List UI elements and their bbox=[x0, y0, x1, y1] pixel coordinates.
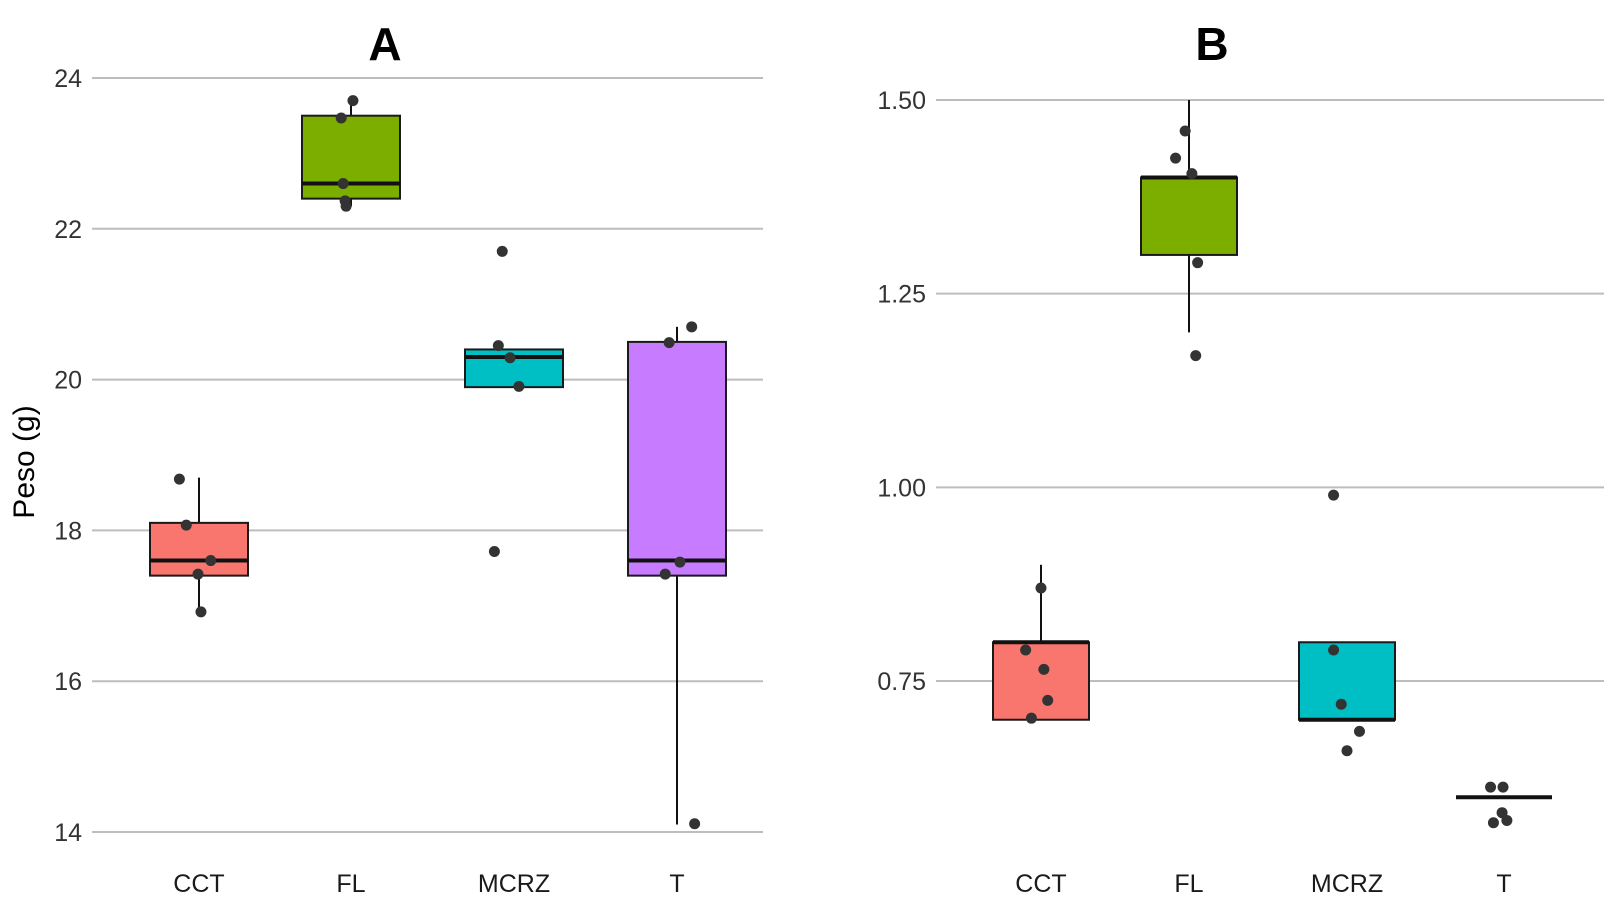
panel-a-mcrz-point bbox=[488, 546, 500, 558]
panel-a-fl-point bbox=[340, 200, 352, 212]
panel-a-y-tick-label: 24 bbox=[54, 65, 82, 93]
panel-b-y-tick-label: 0.75 bbox=[877, 668, 926, 696]
panel-a-t-point bbox=[686, 321, 698, 333]
panel-a-t-point bbox=[674, 556, 686, 568]
panel-b-x-tick-label: CCT bbox=[1015, 870, 1066, 898]
panel-a-t-point bbox=[689, 818, 701, 830]
panel-a-y-axis-label: Peso (g) bbox=[8, 405, 41, 518]
panel-a-mcrz-point bbox=[492, 340, 504, 352]
panel-b-title: B bbox=[1195, 18, 1228, 70]
panel-a-cct-point bbox=[180, 519, 192, 531]
panel-b-x-tick-label: T bbox=[1496, 870, 1511, 898]
panel-b-x-tick-label: FL bbox=[1174, 870, 1203, 898]
panel-b-y-tick-label: 1.50 bbox=[877, 87, 926, 115]
panel-b-x-tick-label: MCRZ bbox=[1311, 870, 1383, 898]
panel-b-mcrz-point bbox=[1328, 489, 1340, 501]
panel-b-fl-point bbox=[1170, 152, 1182, 164]
panel-a-cct-point bbox=[173, 473, 185, 485]
panel-b-mcrz-point bbox=[1341, 745, 1353, 757]
panel-b-cct-point bbox=[1035, 582, 1047, 594]
panel-b-mcrz-point bbox=[1335, 698, 1347, 710]
panel-a-cct-box bbox=[149, 521, 249, 577]
panel-a-t-point bbox=[663, 337, 675, 349]
panel-a-y-tick-label: 18 bbox=[54, 517, 82, 545]
panel-a-fl-point bbox=[337, 178, 349, 190]
panel-a-y-tick-label: 14 bbox=[54, 819, 82, 847]
panel-a-y-tick-label: 22 bbox=[54, 216, 82, 244]
panel-a-fl-point bbox=[335, 112, 347, 124]
panel-b-mcrz-point bbox=[1353, 725, 1365, 737]
panel-a-x-tick-label: CCT bbox=[173, 870, 224, 898]
panel-b-cct-point bbox=[1025, 712, 1037, 724]
panel-a-x-tick-label: FL bbox=[336, 870, 365, 898]
panel-b-fl-point bbox=[1179, 125, 1191, 137]
panel-a-mcrz-point bbox=[496, 245, 508, 257]
panel-b-y-tick-label: 1.25 bbox=[877, 281, 926, 309]
panel-b-fl-box bbox=[1140, 176, 1238, 256]
panel-b-t-point bbox=[1497, 781, 1509, 793]
panel-b-mcrz-point bbox=[1328, 644, 1340, 656]
panel-b-cct-point bbox=[1020, 644, 1032, 656]
panel-a-t-box bbox=[627, 340, 727, 577]
panel-b-t-point bbox=[1487, 817, 1499, 829]
panel-a-mcrz-point bbox=[504, 352, 516, 364]
panel-a-x-tick-label: MCRZ bbox=[478, 870, 550, 898]
panel-a-cct-point bbox=[195, 606, 207, 618]
panel-b-t-point bbox=[1501, 814, 1513, 826]
panel-a-fl-box bbox=[301, 114, 401, 200]
panel-a-mcrz-point bbox=[513, 380, 525, 392]
panel-b-fl-point bbox=[1190, 350, 1202, 362]
panel-b-fl-point bbox=[1186, 168, 1198, 180]
panel-a-title: A bbox=[368, 18, 401, 70]
panel-a-y-tick-label: 16 bbox=[54, 668, 82, 696]
panel-a-cct-point bbox=[192, 568, 204, 580]
panel-b-fl-point bbox=[1192, 257, 1204, 269]
panel-b-cct-point bbox=[1042, 694, 1054, 706]
panel-b-mcrz-box bbox=[1298, 641, 1396, 721]
panel-a-x-tick-label: T bbox=[669, 870, 684, 898]
panel-a-fl-point bbox=[347, 95, 359, 107]
panel-a-t-point bbox=[659, 568, 671, 580]
panel-b-cct-box bbox=[992, 641, 1090, 721]
panel-b-y-tick-label: 1.00 bbox=[877, 474, 926, 502]
panel-b-t-point bbox=[1485, 781, 1497, 793]
panel-a-cct-point bbox=[205, 555, 217, 567]
panel-b-cct-point bbox=[1038, 663, 1050, 675]
panel-a-y-tick-label: 20 bbox=[54, 367, 82, 395]
